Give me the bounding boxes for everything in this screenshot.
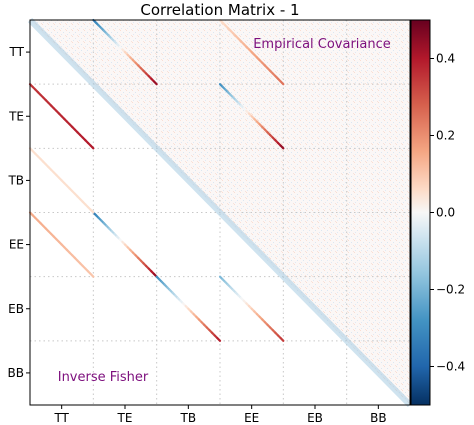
band-te-ee [218,83,285,150]
correlation-bands [28,18,285,342]
band-ee-tt [28,211,95,278]
band-segment [216,337,222,342]
band-segment [279,144,285,150]
band-segment [279,80,285,86]
y-tick-label: EE [9,238,24,252]
band-tt-te [92,18,158,86]
upper-annotation: Empirical Covariance [253,37,391,52]
colorbar-gradient [410,19,431,406]
x-tick-label: TT [53,411,69,425]
heatmap-frame [29,19,411,406]
colorbar-ticks: 0.4 0.2 0.0 −0.2 −0.4 [430,52,465,374]
band-eb-ee [218,275,285,342]
band-ee-te [92,211,158,278]
band-segment [89,272,95,278]
main-diagonal [27,17,413,408]
colorbar-tick-label: 0.4 [436,52,455,66]
x-tick-label: BB [370,411,386,425]
band-eb-tb [155,275,222,342]
x-tick-label: TE [117,411,133,425]
y-tick-label: EB [8,302,24,316]
y-tick-label: TE [8,109,24,123]
colorbar-tick-label: 0.0 [436,206,455,220]
band-segment [89,144,95,150]
colorbar: 0.4 0.2 0.0 −0.2 −0.4 [410,19,465,406]
x-tick-label: EB [307,411,323,425]
chart-title: Correlation Matrix - 1 [140,1,299,19]
band-segment [89,208,95,214]
x-tick-label: EE [244,411,259,425]
band-segment [152,80,158,86]
band-segment [279,337,285,342]
y-tick-label: TT [9,45,25,59]
colorbar-tick-label: 0.2 [436,129,455,143]
x-axis-ticks: TT TE TB EE EB BB [53,405,387,425]
lower-annotation: Inverse Fisher [58,370,149,385]
colorbar-tick-label: −0.2 [436,283,465,297]
band-tb-tt [28,147,95,214]
y-axis-ticks: TT TE TB EE EB BB [7,45,30,380]
y-tick-label: BB [8,366,24,380]
band-te-tt [28,83,95,150]
heatmap [27,17,413,408]
colorbar-tick-label: −0.4 [436,360,465,374]
x-tick-label: TB [180,411,197,425]
y-tick-label: TB [7,173,24,187]
